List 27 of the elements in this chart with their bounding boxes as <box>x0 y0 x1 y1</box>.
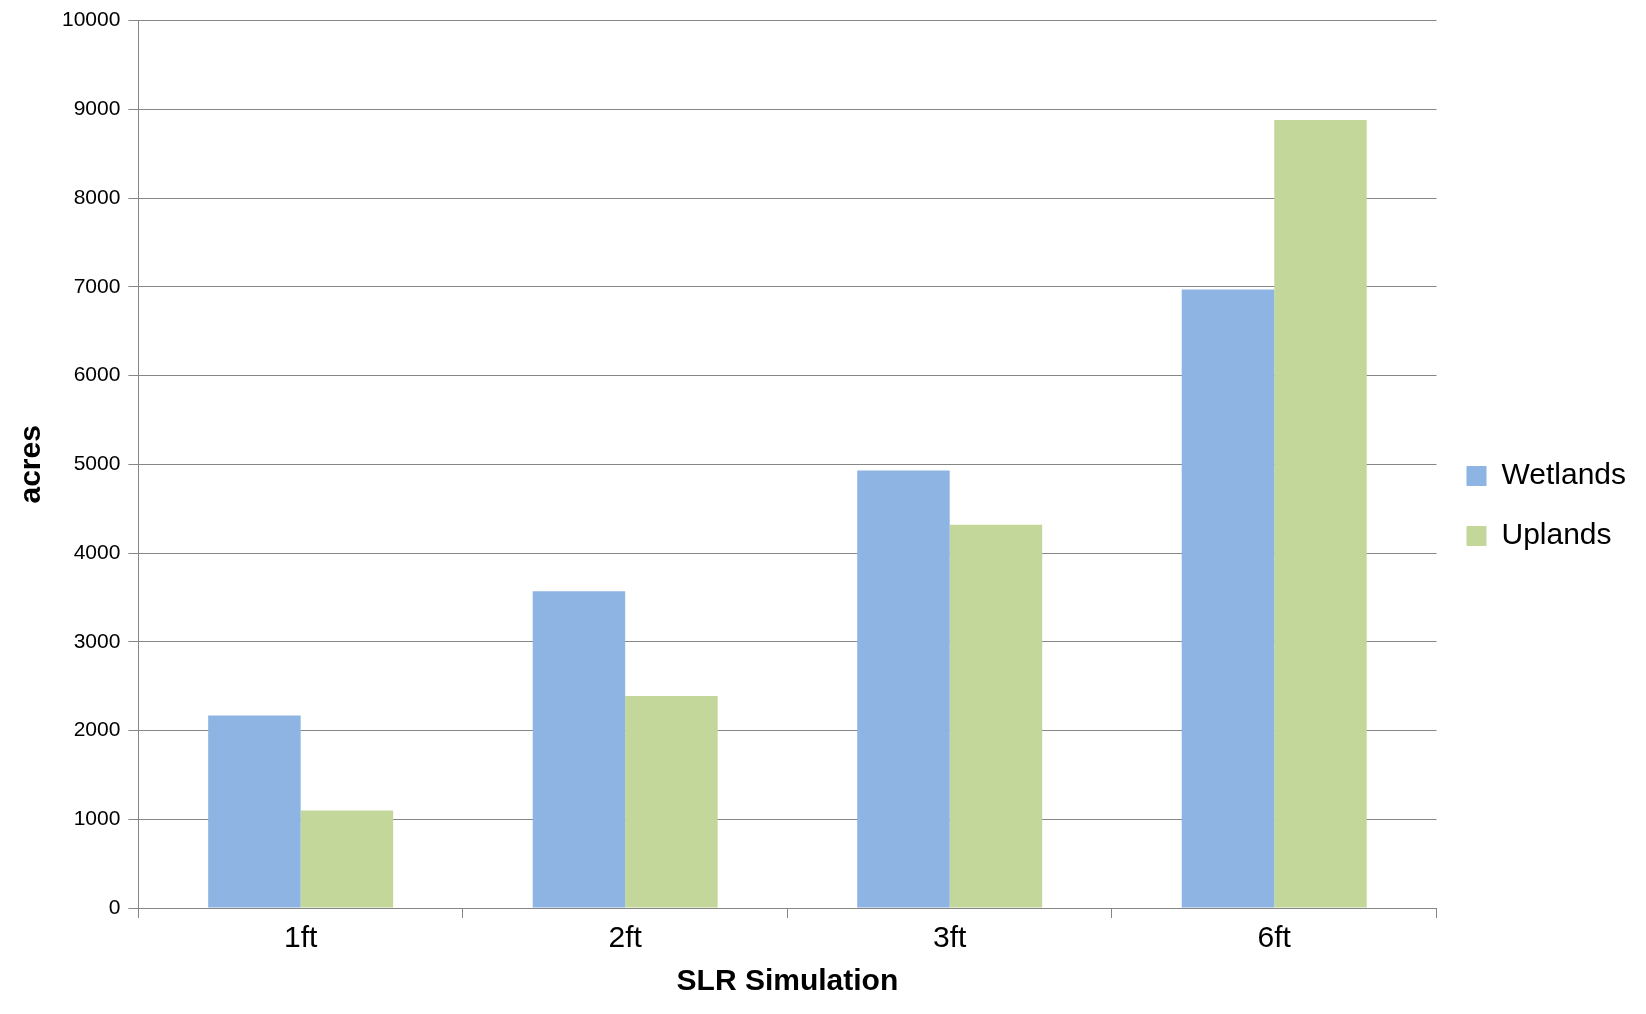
x-tick-label: 6ft <box>1257 920 1292 954</box>
x-tick-label: 1ft <box>283 920 318 954</box>
y-tick-label: 8000 <box>73 184 121 208</box>
x-tick-label: 2ft <box>608 920 643 954</box>
bar <box>208 715 301 908</box>
bar <box>1274 119 1367 908</box>
y-tick-label: 0 <box>108 894 121 918</box>
legend-label: Uplands <box>1501 517 1612 551</box>
y-tick-label: 9000 <box>73 96 121 120</box>
y-tick-label: 10000 <box>61 7 121 31</box>
y-axis-title: acres <box>13 425 47 504</box>
y-tick-label: 4000 <box>73 539 121 563</box>
bar <box>1181 289 1275 908</box>
y-tick-label: 5000 <box>73 451 121 475</box>
y-tick-label: 3000 <box>73 628 121 652</box>
legend-label: Wetlands <box>1501 457 1626 491</box>
y-tick-label: 6000 <box>73 362 121 386</box>
y-tick-label: 7000 <box>73 273 121 297</box>
x-axis-title: SLR Simulation <box>676 963 899 997</box>
bar <box>532 591 626 908</box>
bar <box>625 695 718 908</box>
x-tick-label: 3ft <box>933 920 968 954</box>
bar <box>300 810 394 908</box>
bar <box>857 470 950 908</box>
bar <box>949 524 1043 908</box>
y-tick-label: 2000 <box>73 717 121 741</box>
y-tick-label: 1000 <box>73 806 121 830</box>
